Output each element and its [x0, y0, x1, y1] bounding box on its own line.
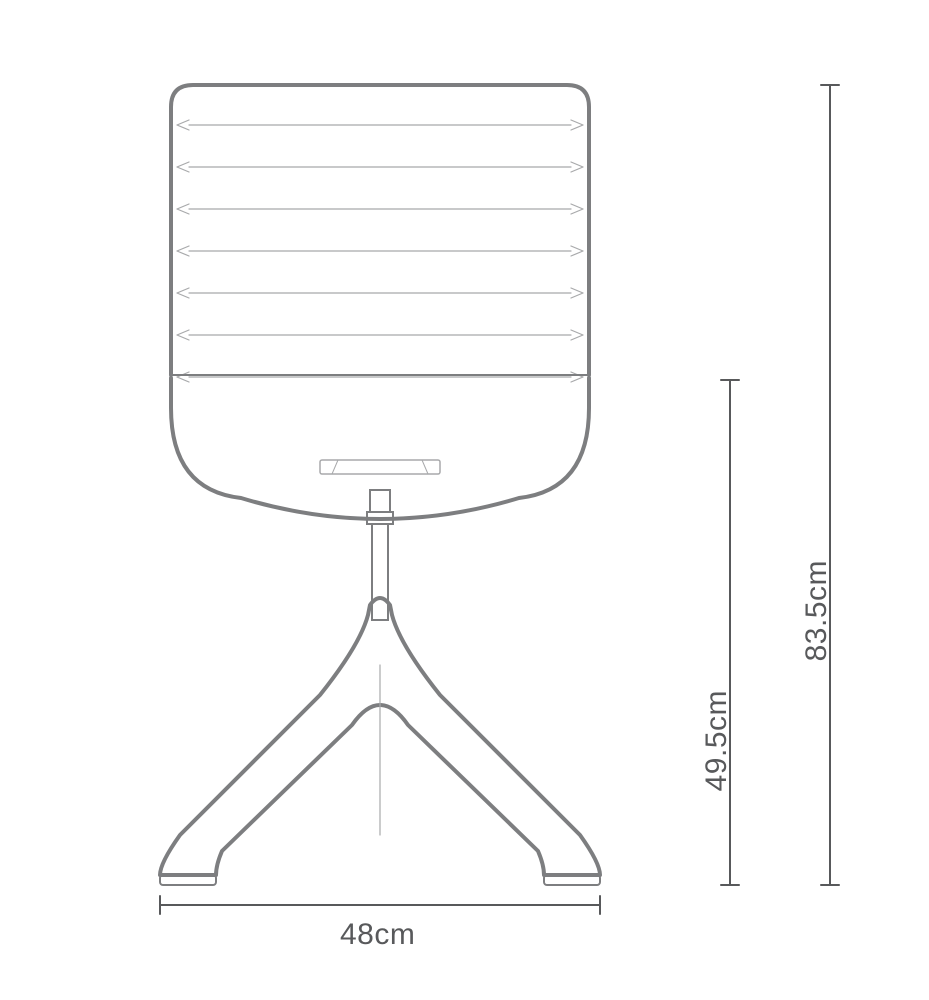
chair-svg	[0, 0, 929, 1000]
dim-label-total-height: 83.5cm	[800, 560, 834, 661]
dimension-drawing: 48cm 49.5cm 83.5cm	[0, 0, 929, 1000]
dim-label-seat-height: 49.5cm	[700, 690, 734, 791]
dim-label-width: 48cm	[340, 918, 415, 952]
